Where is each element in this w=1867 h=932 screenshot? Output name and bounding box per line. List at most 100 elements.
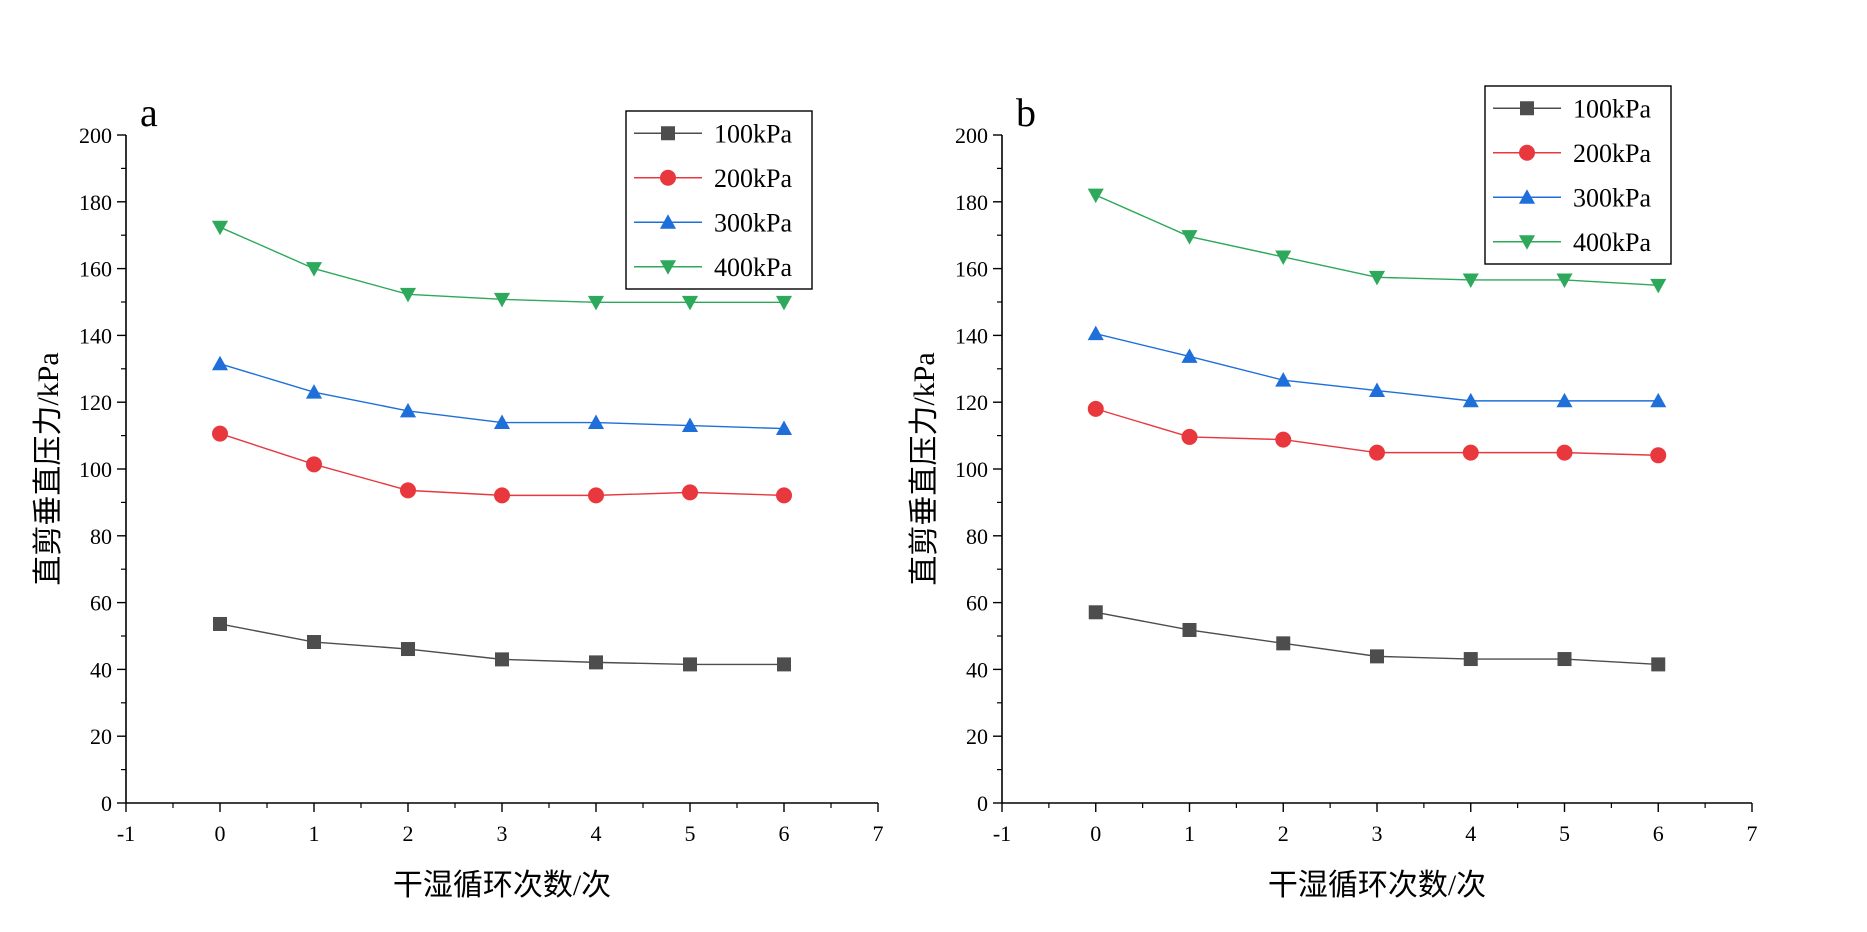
data-point: [1370, 649, 1384, 664]
data-point: [1463, 652, 1478, 667]
legend-label: 400kPa: [1573, 228, 1651, 257]
legend-label: 300kPa: [1573, 183, 1651, 212]
panel-label: b: [1016, 90, 1036, 135]
data-point: [1182, 622, 1197, 637]
x-tick-label: 4: [591, 821, 602, 846]
x-tick-label: 3: [1372, 821, 1383, 846]
y-tick-label: 160: [79, 257, 112, 282]
legend-marker: [1518, 235, 1536, 250]
data-point: [587, 295, 605, 311]
data-point: [777, 657, 791, 672]
data-point: [1276, 636, 1291, 651]
data-point: [211, 220, 229, 236]
legend-label: 300kPa: [714, 208, 792, 237]
data-point: [399, 402, 417, 418]
data-point: [400, 482, 416, 499]
data-point: [1368, 270, 1386, 286]
series-400kPa: [211, 220, 793, 311]
y-tick-label: 120: [955, 390, 988, 415]
x-tick-label: 5: [685, 821, 696, 846]
data-point: [589, 655, 603, 670]
data-point: [1275, 431, 1292, 448]
data-point: [1556, 444, 1573, 461]
y-tick-label: 20: [966, 724, 988, 749]
x-tick-label: 5: [1559, 821, 1570, 846]
data-point: [493, 414, 511, 430]
x-tick-label: -1: [117, 821, 135, 846]
y-tick-label: 160: [955, 257, 988, 282]
y-axis-title: 直剪垂直压力/kPa: [908, 352, 941, 585]
data-point: [1087, 188, 1104, 204]
data-point: [305, 262, 323, 277]
legend: 100kPa 200kPa 300kPa 400kPa: [1484, 85, 1672, 265]
y-tick-label: 100: [79, 457, 112, 482]
series-100kPa: [1088, 605, 1666, 672]
data-point: [307, 635, 321, 650]
x-tick-label: 0: [1090, 821, 1101, 846]
data-point: [1088, 605, 1103, 620]
data-point: [399, 287, 417, 303]
data-point: [681, 295, 699, 311]
x-tick-label: 7: [873, 821, 884, 846]
data-point: [1556, 273, 1573, 289]
x-tick-label: 2: [403, 821, 414, 846]
series-300kPa: [211, 355, 793, 436]
y-tick-label: 80: [966, 524, 988, 549]
legend-marker: [660, 169, 676, 186]
x-tick-label: 2: [1278, 821, 1289, 846]
data-point: [1557, 652, 1572, 667]
data-point: [495, 652, 509, 667]
data-point: [1275, 372, 1292, 387]
series-100kPa: [213, 616, 791, 672]
x-tick-label: 6: [1653, 821, 1664, 846]
legend-box: [1484, 85, 1672, 265]
x-tick-label: 7: [1747, 821, 1758, 846]
data-point: [1650, 278, 1667, 294]
x-tick-label: 1: [1184, 821, 1195, 846]
y-axis-title: 直剪垂直压力/kPa: [32, 352, 65, 585]
series-line: [219, 432, 785, 497]
y-tick-label: 0: [977, 791, 988, 816]
data-point: [213, 616, 227, 631]
legend: 100kPa 200kPa 300kPa 400kPa: [625, 110, 813, 290]
data-point: [682, 484, 698, 501]
y-tick-label: 40: [90, 657, 112, 682]
data-point: [681, 417, 699, 433]
panel-label: a: [140, 90, 158, 135]
x-axis-title: 干湿循环次数/次: [393, 869, 611, 902]
legend-marker: [1520, 101, 1534, 116]
data-point: [1369, 444, 1385, 461]
y-tick-label: 140: [955, 323, 988, 348]
y-tick-label: 60: [966, 591, 988, 616]
data-point: [588, 487, 604, 504]
legend-label: 200kPa: [1573, 139, 1651, 168]
data-point: [493, 292, 511, 308]
x-tick-label: 1: [309, 821, 320, 846]
x-tick-label: 3: [497, 821, 508, 846]
legend-marker: [659, 260, 677, 275]
legend-marker: [1519, 144, 1535, 161]
y-tick-label: 80: [90, 524, 112, 549]
data-point: [1368, 382, 1386, 397]
data-point: [1556, 392, 1573, 408]
data-point: [1462, 392, 1479, 408]
data-point: [1181, 348, 1198, 363]
legend-marker: [659, 214, 677, 229]
data-point: [775, 295, 793, 311]
series-400kPa: [1087, 188, 1667, 294]
y-tick-label: 180: [79, 190, 112, 215]
legend-marker: [661, 126, 675, 141]
x-tick-label: 0: [215, 821, 226, 846]
y-tick-label: 0: [101, 791, 112, 816]
x-tick-label: 4: [1465, 821, 1476, 846]
data-point: [587, 414, 605, 430]
legend-box: [625, 110, 813, 290]
data-point: [305, 384, 323, 399]
data-point: [1650, 447, 1667, 464]
data-point: [683, 657, 697, 672]
data-point: [212, 425, 228, 442]
data-point: [1462, 444, 1479, 461]
x-axis-title: 干湿循环次数/次: [1268, 869, 1486, 902]
